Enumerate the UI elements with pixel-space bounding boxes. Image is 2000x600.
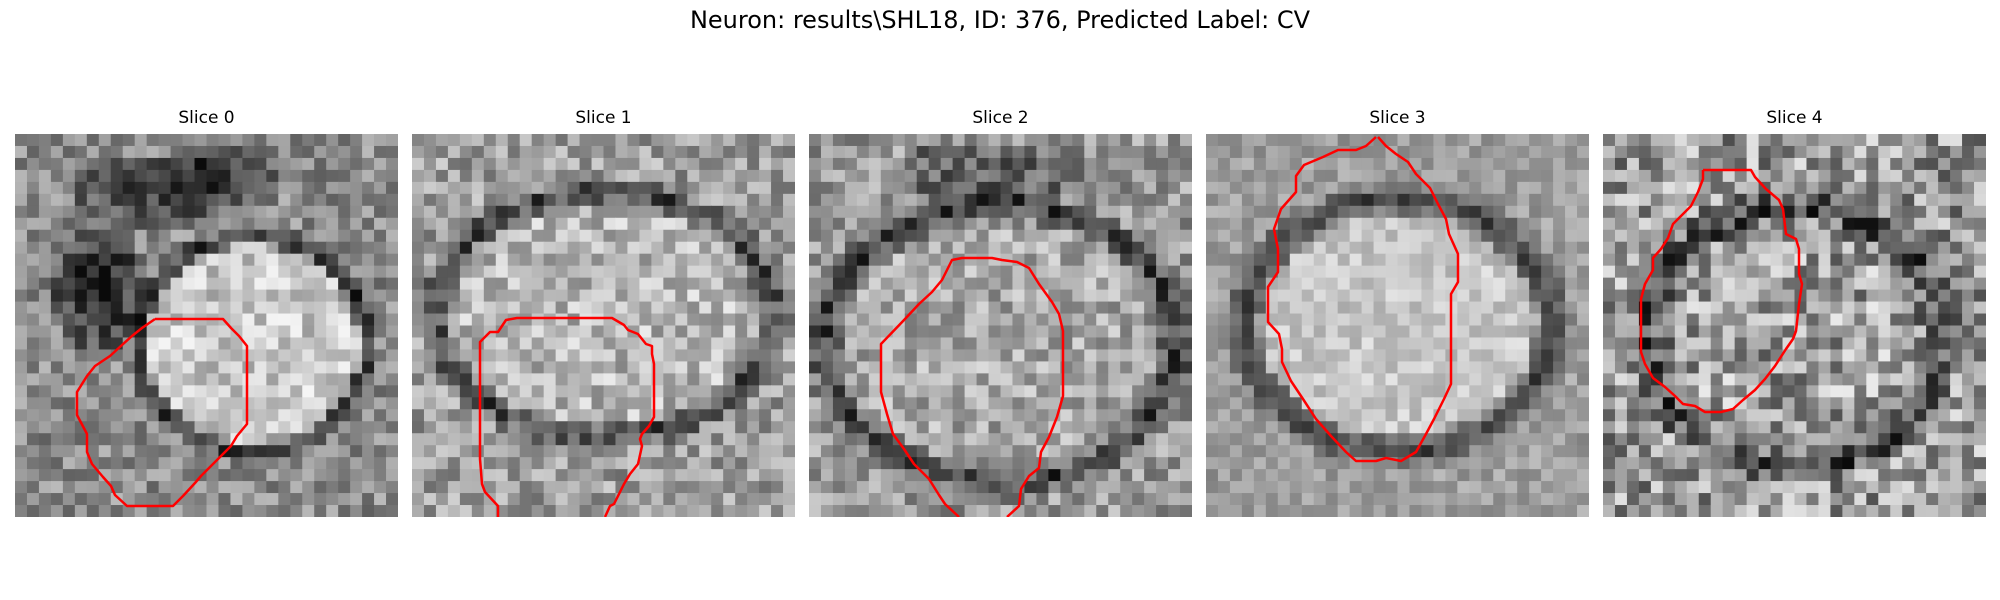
segmentation-contour <box>1639 168 1804 414</box>
segmentation-contour <box>879 256 1065 517</box>
panel-title: Slice 2 <box>972 108 1029 128</box>
panel-title: Slice 3 <box>1369 108 1426 128</box>
slice-image <box>1206 134 1589 517</box>
panel-title: Slice 4 <box>1766 108 1823 128</box>
figure-title: Neuron: results\SHL18, ID: 376, Predicte… <box>689 6 1311 34</box>
segmentation-contour <box>75 317 249 508</box>
slice-image <box>15 134 398 517</box>
slice-image <box>412 134 795 517</box>
panel-title: Slice 0 <box>178 108 235 128</box>
slice-image <box>1603 134 1986 517</box>
panel-title: Slice 1 <box>575 108 632 128</box>
segmentation-contour <box>478 316 656 517</box>
slice-image <box>809 134 1192 517</box>
segmentation-contour <box>1266 136 1460 463</box>
